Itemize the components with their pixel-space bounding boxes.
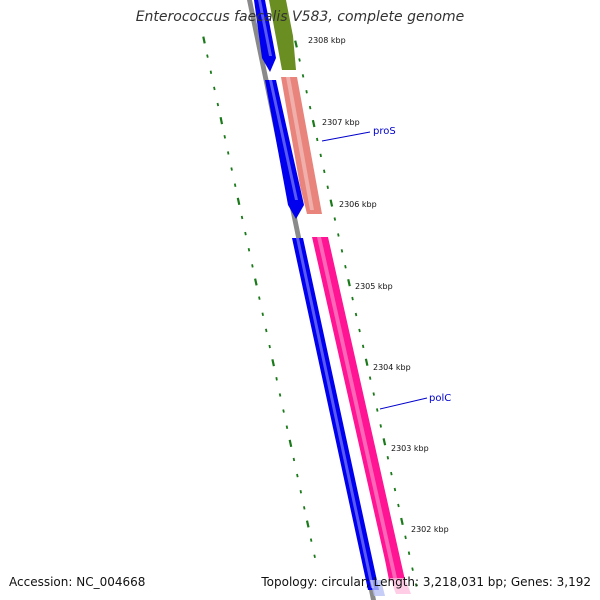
minor-tick	[233, 183, 237, 187]
major-tick	[347, 279, 351, 287]
minor-tick	[285, 425, 289, 429]
minor-tick	[301, 74, 305, 78]
minor-tick	[227, 151, 230, 155]
major-tick	[294, 40, 298, 48]
minor-tick	[292, 457, 296, 462]
minor-tick	[344, 265, 347, 269]
major-tick	[329, 199, 334, 207]
major-tick	[202, 36, 206, 44]
minor-tick	[309, 538, 313, 542]
minor-tick	[298, 58, 301, 62]
minor-tick	[313, 554, 316, 558]
tick-label: 2304 kbp	[373, 363, 411, 372]
minor-tick	[323, 169, 326, 174]
gene-label-pros[interactable]: proS	[373, 126, 396, 137]
gene-reverse[interactable]	[269, 0, 296, 70]
minor-tick	[393, 487, 397, 492]
minor-tick	[337, 233, 340, 237]
scale-labels: 2308 kbp 2307 kbp 2306 kbp 2305 kbp 2304…	[308, 36, 449, 534]
minor-tick	[247, 248, 251, 252]
major-tick	[254, 278, 258, 286]
minor-tick	[333, 217, 337, 221]
gene-reverse[interactable]	[312, 237, 405, 580]
minor-tick	[390, 471, 393, 476]
minor-tick	[244, 231, 247, 236]
gene-forward[interactable]	[254, 0, 276, 72]
minor-tick	[305, 90, 308, 94]
minor-tick	[358, 328, 361, 333]
tick-label: 2306 kbp	[339, 200, 377, 209]
major-tick	[364, 358, 369, 366]
gene-reverse-fade	[390, 578, 411, 594]
minor-tick	[340, 249, 344, 253]
gene-forward-fade	[370, 580, 385, 596]
major-tick	[400, 517, 404, 526]
minor-tick	[397, 503, 400, 508]
genome-summary: Topology: circular; Length: 3,218,031 bp…	[261, 575, 591, 589]
minor-tick	[209, 70, 213, 74]
major-tick	[305, 520, 310, 528]
forward-strand-genes	[254, 0, 385, 596]
gene-forward[interactable]	[292, 238, 379, 590]
minor-tick	[308, 105, 312, 110]
major-tick	[271, 359, 275, 367]
minor-tick	[303, 506, 306, 510]
minor-tick	[414, 583, 418, 587]
minor-tick	[275, 377, 278, 381]
minor-tick	[216, 102, 220, 107]
minor-tick	[206, 54, 209, 58]
gene-forward[interactable]	[265, 80, 304, 219]
map-title: Enterococcus faecalis V583, complete gen…	[135, 9, 465, 25]
minor-tick	[265, 328, 268, 333]
minor-tick	[368, 376, 372, 380]
minor-tick	[316, 137, 319, 142]
major-tick	[382, 438, 387, 446]
minor-tick	[261, 312, 264, 316]
tick-label: 2307 kbp	[322, 118, 360, 127]
minor-tick	[230, 167, 233, 171]
minor-tick	[351, 296, 354, 301]
minor-tick	[386, 456, 390, 460]
minor-tick	[319, 153, 322, 158]
minor-tick	[240, 215, 244, 220]
tick-label: 2302 kbp	[411, 525, 449, 534]
major-tick-ruler	[294, 40, 418, 587]
reverse-strand-genes	[269, 0, 411, 594]
major-tick	[288, 439, 293, 448]
minor-tick	[379, 424, 382, 428]
minor-tick	[407, 551, 411, 555]
minor-tick	[299, 490, 302, 494]
minor-tick	[411, 567, 414, 571]
minor-tick	[376, 408, 379, 412]
minor-tick	[282, 409, 285, 413]
major-tick	[219, 116, 224, 125]
minor-tick	[354, 312, 358, 317]
gene-label-polc[interactable]: polC	[429, 393, 451, 404]
accession-text: Accession: NC_004668	[9, 575, 146, 589]
minor-tick	[404, 535, 407, 540]
label-leader-line	[321, 131, 371, 142]
tick-label: 2305 kbp	[355, 282, 393, 291]
minor-tick	[213, 86, 216, 91]
tick-label: 2308 kbp	[308, 36, 346, 45]
gene-reverse[interactable]	[281, 77, 322, 214]
tick-label: 2303 kbp	[391, 444, 429, 453]
gene-labels: proS polC	[321, 126, 451, 410]
minor-tick	[372, 392, 375, 396]
major-tick	[311, 119, 316, 128]
minor-tick	[251, 264, 254, 268]
minor-tick	[258, 296, 261, 300]
minor-tick	[268, 344, 271, 349]
minor-tick	[296, 473, 299, 478]
label-leader-line	[379, 397, 428, 410]
gene-highlights	[258, 0, 397, 588]
minor-tick	[326, 185, 329, 189]
minor-tick	[278, 393, 282, 397]
minor-tick	[361, 344, 365, 349]
major-tick	[236, 197, 241, 206]
minor-tick-ruler	[202, 36, 316, 558]
minor-tick	[223, 135, 226, 139]
